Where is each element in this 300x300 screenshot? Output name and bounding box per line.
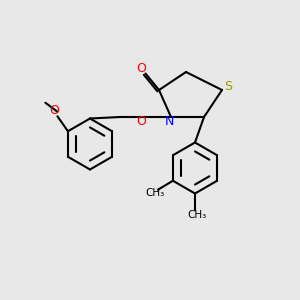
Text: N: N (165, 115, 174, 128)
Text: CH₃: CH₃ (187, 209, 206, 220)
Text: S: S (224, 80, 232, 94)
Text: O: O (136, 62, 146, 76)
Text: O: O (136, 115, 146, 128)
Text: O: O (50, 104, 59, 117)
Text: CH₃: CH₃ (145, 188, 164, 198)
